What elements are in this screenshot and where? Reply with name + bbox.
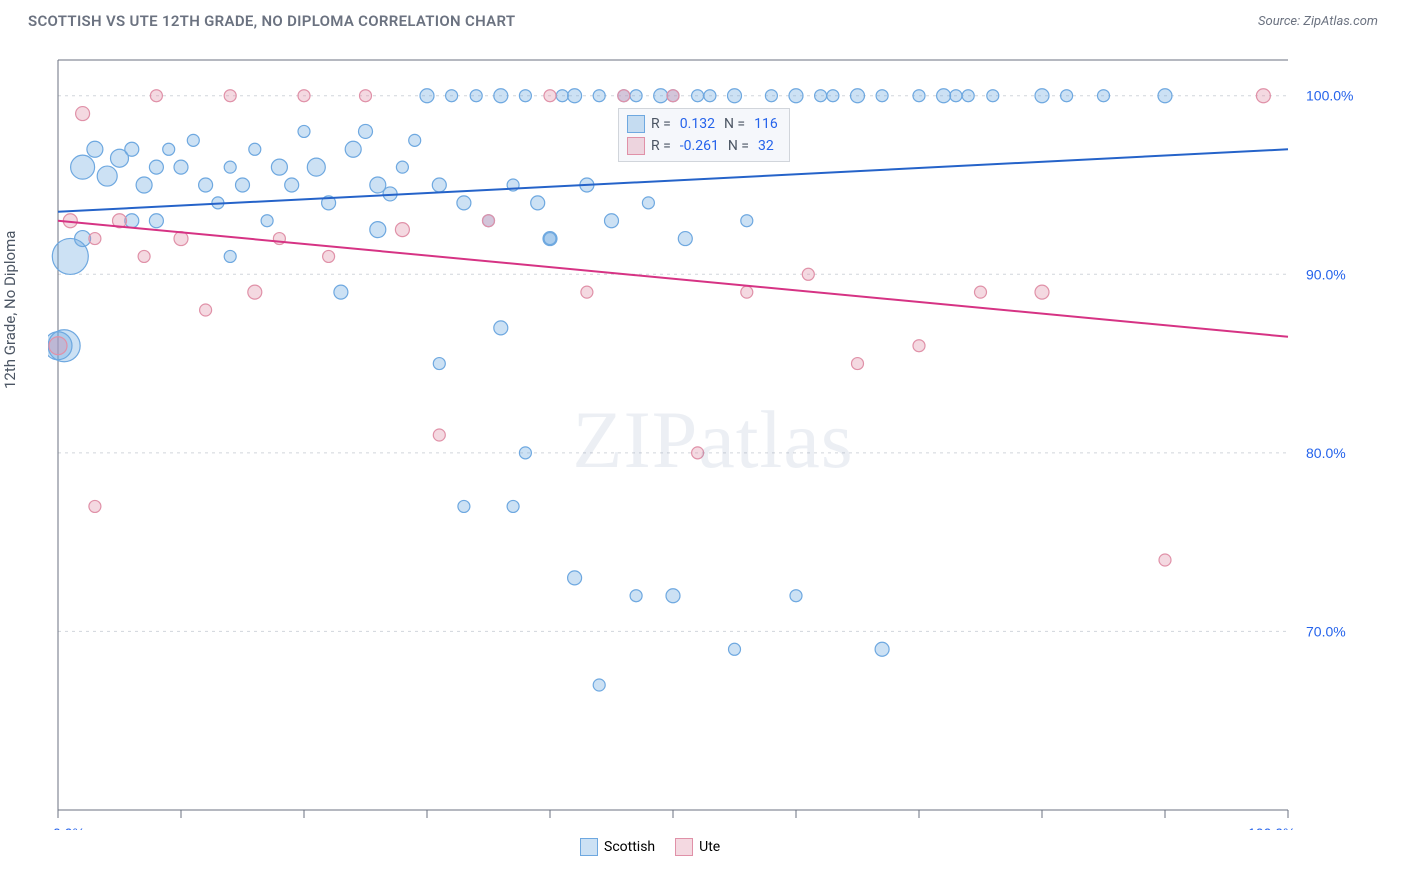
n-label: N = xyxy=(724,116,745,132)
stats-row-scottish: R = 0.132 N = 116 xyxy=(627,113,781,135)
chart-source: Source: ZipAtlas.com xyxy=(1258,14,1378,29)
scatter-plot: 70.0% 80.0% 90.0% 100.0% 0.0% 100.0% xyxy=(48,50,1378,830)
swatch-ute xyxy=(627,137,645,155)
r-value-ute: -0.261 xyxy=(677,138,722,154)
chart-header: SCOTTISH VS UTE 12TH GRADE, NO DIPLOMA C… xyxy=(0,0,1406,38)
legend-label-ute: Ute xyxy=(699,839,720,855)
stats-legend: R = 0.132 N = 116 R = -0.261 N = 32 xyxy=(618,108,790,162)
r-label: R = xyxy=(651,138,671,154)
svg-text:90.0%: 90.0% xyxy=(1306,266,1346,282)
svg-text:80.0%: 80.0% xyxy=(1306,445,1346,461)
svg-text:100.0%: 100.0% xyxy=(1306,88,1353,104)
legend-item-ute: Ute xyxy=(675,838,720,856)
chart-container: 70.0%80.0%90.0%100.0%0.0%100.0% ZIPatlas… xyxy=(48,50,1378,830)
svg-text:70.0%: 70.0% xyxy=(1306,623,1346,639)
legend-label-scottish: Scottish xyxy=(604,839,655,855)
swatch-scottish-icon xyxy=(580,838,598,856)
n-value-ute: 32 xyxy=(755,138,777,154)
chart-title: SCOTTISH VS UTE 12TH GRADE, NO DIPLOMA C… xyxy=(28,12,515,30)
svg-text:0.0%: 0.0% xyxy=(53,825,85,830)
y-axis-label: 12th Grade, No Diploma xyxy=(1,231,19,389)
stats-row-ute: R = -0.261 N = 32 xyxy=(627,135,781,157)
n-value-scottish: 116 xyxy=(751,116,781,132)
r-value-scottish: 0.132 xyxy=(677,116,718,132)
series-legend: Scottish Ute xyxy=(580,838,720,856)
n-label: N = xyxy=(728,138,749,154)
r-label: R = xyxy=(651,116,671,132)
swatch-ute-icon xyxy=(675,838,693,856)
legend-item-scottish: Scottish xyxy=(580,838,655,856)
swatch-scottish xyxy=(627,115,645,133)
svg-text:100.0%: 100.0% xyxy=(1248,825,1295,830)
